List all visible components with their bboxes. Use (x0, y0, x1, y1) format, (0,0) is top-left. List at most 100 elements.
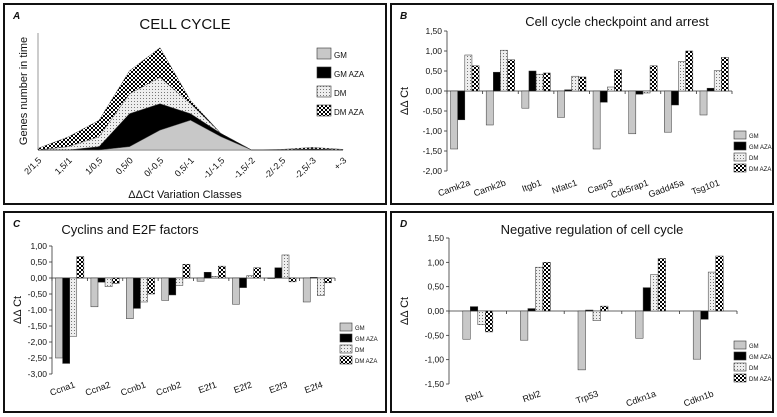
bar-e2f4-3 (324, 277, 332, 284)
bar-e2f1-0 (196, 277, 205, 282)
chart-title: CELL CYCLE (139, 16, 230, 33)
chart-title: Cell cycle checkpoint and arrest (525, 14, 709, 29)
bar-e2f1-3 (218, 265, 226, 279)
bar-camk2b-2 (500, 49, 508, 92)
y-tick-label: -0,50 (423, 106, 443, 116)
y-tick-label: 1,50 (427, 233, 444, 243)
x-tick-label: 0,5/0 (114, 155, 135, 176)
legend-label: DM AZA (334, 108, 364, 117)
x-tick-label: Rbl1 (464, 388, 485, 404)
bar-e2f4-2 (317, 277, 325, 296)
legend-swatch-3 (339, 355, 353, 365)
legend-label: GM (749, 344, 759, 350)
legend-swatch-3 (733, 373, 747, 383)
x-tick-label: -1,5/-2 (231, 155, 256, 180)
x-tick-label: Camk2a (437, 177, 472, 198)
bar-cdkn1a-1 (642, 287, 651, 312)
y-tick-label: -1,00 (28, 305, 48, 315)
legend-label: DM AZA (749, 167, 771, 173)
x-tick-label: 2/1,5 (22, 155, 43, 176)
bar-ccna2-1 (97, 277, 106, 283)
legend-swatch-0 (316, 47, 332, 60)
y-tick-label: -2,00 (28, 337, 48, 347)
bar-ccnb1-0 (126, 277, 134, 319)
bar-itgb1-0 (521, 90, 530, 109)
bar-ccnb2-1 (168, 277, 177, 296)
y-tick-label: -1,50 (28, 321, 48, 331)
bar-trp53-2 (592, 310, 601, 321)
bar-cdkn1b-0 (692, 310, 701, 360)
bar-gadd45a-1 (671, 90, 679, 106)
chart-c: C Cyclins and E2F factors -3,00 -2,50 -2,00 -… (12, 219, 378, 398)
x-tick-label: E2f2 (232, 379, 253, 395)
legend-label: DM (749, 156, 758, 162)
y-tick-label: 0,00 (427, 306, 444, 316)
x-tick-label: -1/-1,5 (201, 155, 226, 180)
bar-nfatc1-3 (578, 76, 587, 92)
legend-swatch-1 (733, 141, 747, 151)
bar-casp3-3 (614, 69, 622, 92)
bar-gadd45a-2 (678, 61, 686, 92)
legend-label: GM (334, 51, 347, 60)
bar-gadd45a-0 (664, 90, 672, 133)
bar-ccnb1-3 (147, 277, 155, 295)
bar-tsg101-3 (721, 57, 729, 92)
bar-e2f2-0 (232, 277, 240, 305)
bar-cdkn1a-0 (635, 310, 644, 339)
bar-camk2b-1 (493, 71, 501, 92)
bar-trp53-1 (585, 309, 594, 312)
y-tick-label: 0,50 (425, 66, 442, 76)
y-axis-label: ΔΔ Ct (12, 296, 24, 324)
legend-swatch-2 (733, 152, 747, 162)
bar-cdkn1a-2 (650, 274, 659, 312)
bar-e2f1-1 (203, 271, 212, 279)
bar-camk2a-0 (450, 90, 458, 150)
bar-cdkn1b-2 (707, 271, 716, 312)
x-tick-label: Ccna2 (84, 379, 112, 397)
bar-ccna1-2 (69, 277, 78, 337)
bar-camk2a-1 (457, 90, 466, 121)
bar-e2f1-2 (210, 276, 219, 279)
y-tick-label: 0,50 (30, 257, 47, 267)
x-tick-label: E2f3 (268, 379, 289, 395)
legend-swatch-2 (733, 362, 747, 372)
x-tick-label: Camk2b (472, 177, 507, 198)
x-tick-label: E2f4 (303, 379, 324, 395)
bar-rbl2-0 (520, 310, 529, 341)
y-axis-label: ΔΔ Ct (399, 87, 411, 115)
y-tick-label: -3,00 (28, 369, 48, 379)
bar-camk2b-3 (507, 59, 515, 92)
y-tick-label: -1,00 (425, 355, 445, 365)
x-tick-label: Trp53 (574, 388, 599, 405)
legend-label: GM AZA (355, 337, 378, 343)
panel-letter: A (12, 11, 20, 22)
bar-casp3-0 (592, 90, 601, 150)
bar-ccnb2-2 (175, 277, 184, 286)
bar-e2f4-0 (302, 277, 311, 303)
x-tick-label: Itgb1 (521, 177, 543, 193)
bar-e2f2-2 (246, 275, 254, 279)
bar-nfatc1-1 (564, 89, 572, 92)
bar-e2f3-0 (267, 277, 276, 279)
bar-cdkn1b-1 (700, 310, 709, 320)
x-tick-label: Ccnb1 (119, 379, 147, 397)
legend-swatch-0 (339, 322, 353, 332)
x-tick-label: Cdkn1a (625, 388, 658, 408)
y-tick-label: 1,50 (425, 26, 442, 36)
bar-tsg101-1 (706, 87, 715, 92)
area-series-0 (38, 120, 343, 151)
x-tick-label: +-3 (332, 155, 348, 171)
chart-a: A CELL CYCLE 2/1,5 1,5/1 1/0,5 0,5/0 0/-0,5 0,5… (12, 11, 365, 201)
panel-d-negative-regulation: D Negative regulation of cell cycle -1,50 -… (390, 211, 774, 413)
bar-nfatc1-0 (557, 90, 565, 118)
bar-rbl1-0 (462, 310, 471, 340)
bar-rbl1-1 (470, 306, 479, 312)
y-axis-label: Genes number in time (18, 37, 30, 145)
x-tick-label: Cdk5rap1 (610, 177, 650, 200)
bar-camk2b-0 (485, 90, 494, 126)
y-tick-label: 1,00 (425, 46, 442, 56)
y-tick-label: -0,50 (28, 289, 48, 299)
bar-ccna1-1 (62, 277, 70, 364)
chart-title: Cyclins and E2F factors (61, 222, 199, 237)
panel-letter: B (400, 11, 407, 22)
